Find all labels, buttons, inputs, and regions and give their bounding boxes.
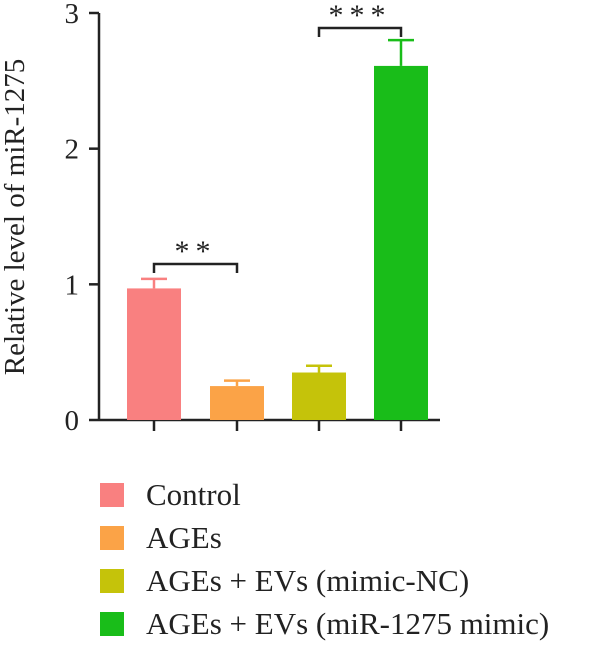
significance-annotations: *****	[152, 0, 403, 273]
legend-swatch	[100, 568, 124, 593]
legend: Control AGEs AGEs + EVs (mimic-NC) AGEs + E…	[100, 473, 549, 645]
legend-label: Control	[146, 476, 241, 512]
y-tick-label: 0	[65, 405, 80, 437]
bar	[374, 65, 428, 420]
bar	[292, 372, 346, 420]
y-tick-label: 3	[65, 0, 80, 30]
y-axis-label: Relative level of miR-1275	[0, 59, 31, 376]
significance-label: **	[175, 235, 217, 268]
bar	[127, 288, 181, 420]
bars	[127, 38, 428, 420]
significance-bracket	[152, 262, 239, 273]
legend-item: AGEs + EVs (miR-1275 mimic)	[100, 602, 549, 645]
legend-item: AGEs + EVs (mimic-NC)	[100, 559, 549, 602]
legend-swatch	[100, 482, 124, 507]
significance-label: ***	[329, 0, 392, 32]
y-tick-label: 1	[65, 269, 80, 301]
legend-label: AGEs + EVs (mimic-NC)	[146, 562, 470, 598]
bar	[210, 386, 264, 420]
significance-bracket	[317, 26, 403, 37]
legend-swatch	[100, 525, 124, 550]
legend-item: Control	[100, 473, 549, 516]
y-tick-label: 2	[65, 134, 80, 166]
legend-item: AGEs	[100, 516, 549, 559]
legend-label: AGEs	[146, 519, 222, 555]
legend-swatch	[100, 611, 124, 636]
legend-label: AGEs + EVs (miR-1275 mimic)	[146, 605, 550, 641]
